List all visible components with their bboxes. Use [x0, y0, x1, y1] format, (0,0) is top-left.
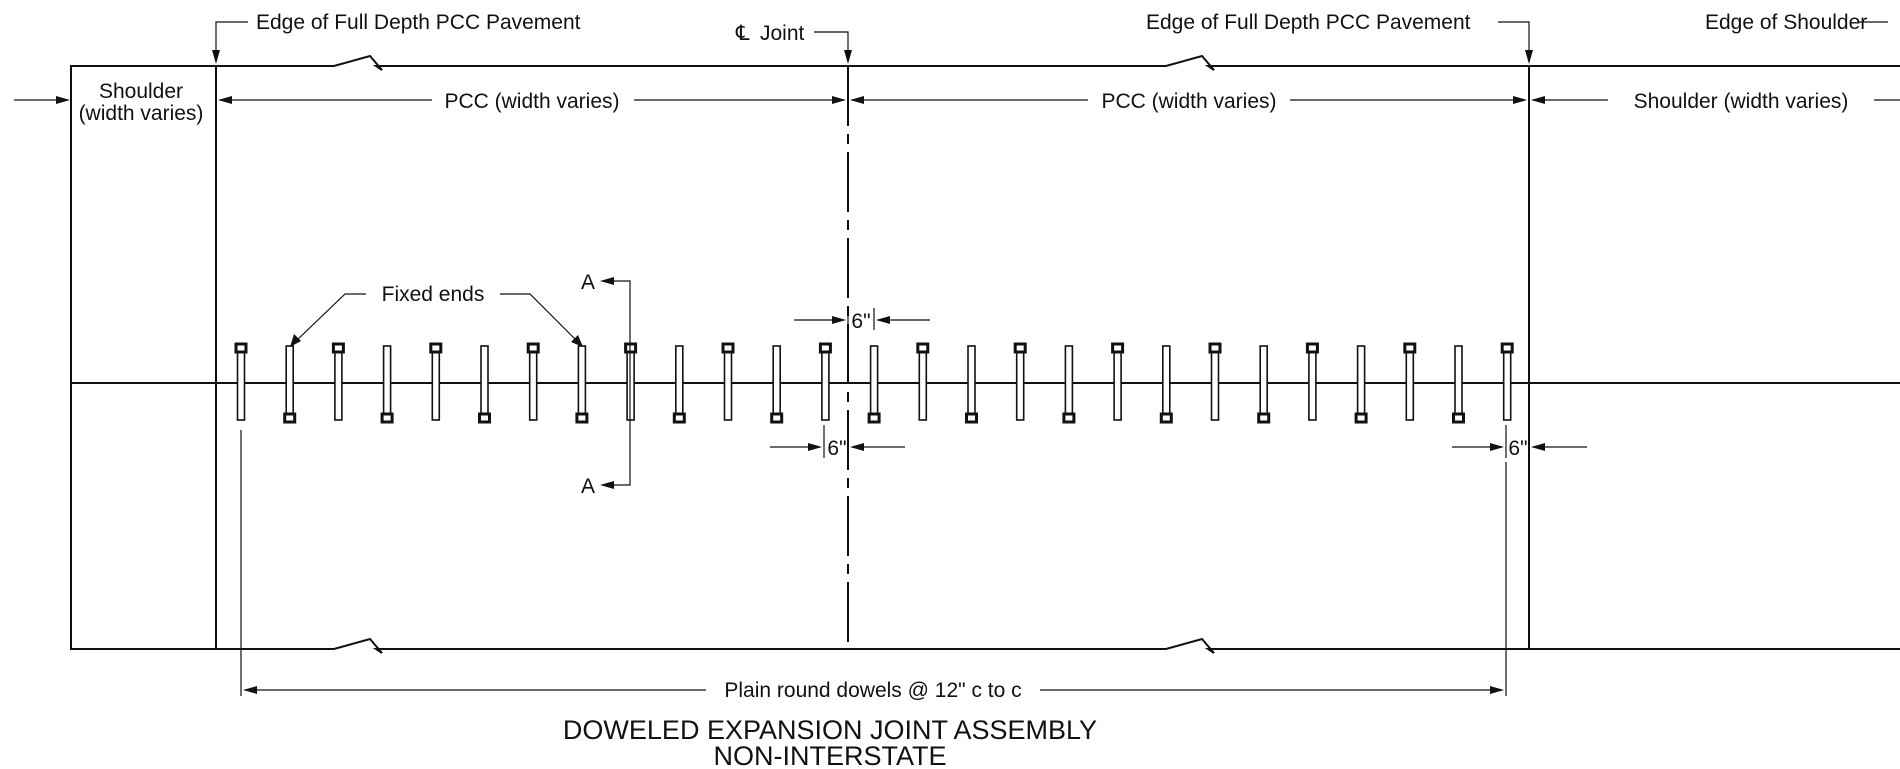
- dowel-fixed-end: [672, 412, 686, 424]
- label-shoulder-left-2: (width varies): [79, 102, 204, 125]
- dowel-fixed-end: [1354, 412, 1368, 424]
- label-section-a-top: A: [581, 271, 595, 294]
- dowel-bar: [1113, 345, 1122, 421]
- dowel-fixed-end: [916, 342, 930, 354]
- dowel-bar: [772, 345, 782, 421]
- dowel-fixed-end: [429, 342, 443, 354]
- dowel-fixed-end: [575, 412, 589, 424]
- dowel-fixed-end: [1403, 342, 1417, 354]
- label-cl-joint: Joint: [760, 22, 805, 45]
- dowel-fixed-end: [1257, 412, 1271, 424]
- dowel-bar: [674, 345, 684, 421]
- dowel-bar: [1064, 345, 1074, 421]
- dowel-fixed-end: [1013, 342, 1027, 354]
- dowel-fixed-end: [331, 342, 345, 354]
- dowel-fixed-end: [1062, 412, 1076, 424]
- dowel-fixed-end: [1305, 342, 1319, 354]
- dowel-bar: [236, 345, 246, 421]
- dowel-bars: [234, 342, 1514, 424]
- dowel-fixed-end: [1500, 342, 1514, 354]
- dowel-fixed-end: [1111, 342, 1125, 354]
- dowel-fixed-end: [526, 342, 540, 354]
- dowel-bar: [918, 345, 928, 421]
- dowel-fixed-end: [965, 412, 978, 424]
- dowel-fixed-end: [380, 412, 394, 424]
- dowel-bar: [967, 345, 976, 421]
- dowel-fixed-end: [478, 412, 491, 424]
- leader-edge-pcc-right: [1498, 21, 1530, 60]
- dowel-bar: [869, 345, 879, 421]
- leader-edge-pcc-left: [215, 21, 248, 60]
- dowel-fixed-end: [234, 342, 248, 354]
- dowel-fixed-end: [1452, 412, 1465, 424]
- dowel-bar: [1356, 345, 1366, 421]
- dowel-bar: [1405, 345, 1415, 421]
- dowel-bar: [1259, 345, 1268, 421]
- dowel-fixed-end: [818, 342, 832, 354]
- leader-fixed-ends-left: [294, 293, 366, 343]
- dowel-fixed-end: [1208, 342, 1222, 354]
- dowel-bar: [528, 345, 538, 421]
- dowel-fixed-end: [867, 412, 881, 424]
- dowel-bar: [723, 345, 733, 421]
- label-shoulder-right: Shoulder (width varies): [1634, 90, 1849, 113]
- section-cut-line: [604, 280, 631, 486]
- label-pcc-right: PCC (width varies): [1101, 90, 1276, 113]
- dowel-bar: [1162, 345, 1171, 421]
- dowel-bar: [480, 345, 489, 421]
- label-fixed-ends: Fixed ends: [382, 283, 485, 306]
- leader-cl-joint: [814, 31, 849, 60]
- label-dim-mid-6in: 6": [827, 437, 846, 460]
- pavement-bottom-edge: [70, 637, 1900, 654]
- dowel-bar: [577, 345, 587, 421]
- label-shoulder-left-1: Shoulder: [99, 80, 183, 103]
- dowel-bar: [1308, 345, 1317, 421]
- label-pcc-left: PCC (width varies): [444, 90, 619, 113]
- label-dim-top-6in: 6": [851, 310, 870, 333]
- label-dowel-spacing: Plain round dowels @ 12" c to c: [724, 679, 1021, 702]
- centerline-symbol: ℄: [735, 22, 750, 45]
- dowel-bar: [1454, 345, 1463, 421]
- label-edge-pcc-right: Edge of Full Depth PCC Pavement: [1146, 11, 1471, 34]
- drawing-title-line2: NON-INTERSTATE: [714, 741, 947, 769]
- label-edge-shoulder: Edge of Shoulder: [1705, 11, 1867, 34]
- dowel-bar: [821, 345, 830, 421]
- pavement-top-edge: [70, 54, 1900, 71]
- leader-fixed-ends-right: [500, 293, 579, 343]
- label-edge-pcc-left: Edge of Full Depth PCC Pavement: [256, 11, 581, 34]
- dowel-fixed-end: [1159, 412, 1173, 424]
- dowel-fixed-end: [721, 342, 735, 354]
- label-dim-right-6in: 6": [1508, 437, 1527, 460]
- dowel-fixed-end: [283, 412, 297, 424]
- dowel-fixed-end: [770, 412, 784, 424]
- dowel-bar: [1502, 345, 1512, 421]
- dowel-bar: [1210, 345, 1220, 421]
- drawing-title-line1: DOWELED EXPANSION JOINT ASSEMBLY: [563, 715, 1097, 745]
- label-section-a-bottom: A: [581, 475, 595, 498]
- dowel-bar: [1015, 345, 1025, 421]
- dowel-bar: [285, 345, 295, 421]
- dowel-bar: [382, 345, 392, 421]
- dowel-bar: [431, 345, 441, 421]
- dowel-bar: [334, 345, 343, 421]
